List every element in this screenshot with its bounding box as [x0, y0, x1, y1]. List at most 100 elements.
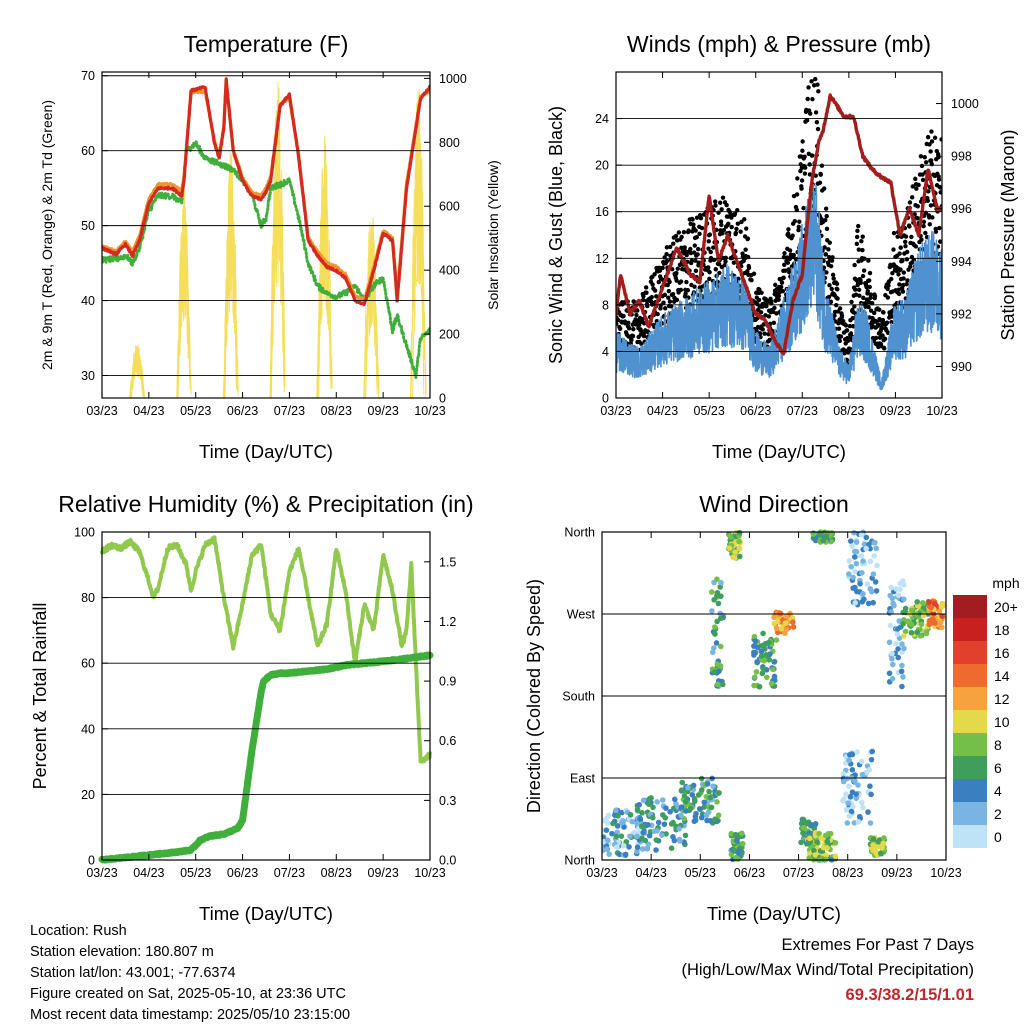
wind-ytick-label: 16 [595, 205, 609, 219]
gust-point [740, 251, 745, 256]
gust-point [695, 246, 701, 252]
dir-xtick-label: 06/23 [734, 866, 765, 880]
direction-point [629, 818, 636, 825]
gust-point [929, 139, 935, 144]
dir-plot-area [602, 529, 946, 863]
direction-point [626, 844, 632, 850]
gust-point [691, 222, 696, 227]
gust-point [745, 236, 751, 241]
gust-point [824, 226, 830, 231]
direction-point [604, 820, 611, 826]
direction-point [640, 797, 647, 804]
gust-point [882, 346, 887, 351]
gust-point [736, 276, 741, 282]
gust-point [780, 288, 786, 294]
direction-point [754, 659, 760, 665]
direction-point [782, 620, 789, 626]
gust-point [675, 266, 680, 271]
gust-point [900, 289, 906, 294]
gust-point [678, 287, 684, 293]
gust-point [905, 278, 910, 283]
gust-point [916, 182, 921, 188]
temp-ytick-right-label: 400 [439, 264, 460, 278]
gust-point [695, 252, 700, 257]
direction-point [917, 633, 924, 639]
direction-point [773, 625, 780, 631]
direction-point [895, 592, 902, 599]
gust-point [694, 235, 699, 240]
direction-point [919, 600, 926, 606]
direction-point [645, 841, 652, 847]
direction-point [620, 818, 626, 824]
gust-point [716, 262, 722, 267]
gust-point [929, 129, 934, 134]
colorbar-swatch [953, 825, 987, 848]
direction-point [879, 845, 885, 851]
direction-point [901, 645, 907, 652]
gust-point [676, 230, 682, 235]
colorbar-title: mph [992, 575, 1019, 591]
direction-point [858, 531, 865, 538]
gust-point [903, 239, 908, 245]
wind-ytick-right-label: 998 [951, 150, 972, 164]
rh-line [100, 535, 432, 764]
colorbar-label: 0 [994, 829, 1002, 845]
direction-point [646, 795, 653, 802]
direction-point [643, 845, 650, 852]
direction-point [689, 791, 696, 798]
wind-xtick-label: 09/23 [880, 404, 911, 418]
gust-point [796, 224, 801, 230]
gust-point [718, 219, 724, 224]
gust-point [662, 306, 668, 311]
direction-point [728, 830, 735, 837]
gust-point [707, 269, 712, 275]
direction-point [848, 538, 854, 544]
gust-point [930, 215, 935, 220]
gust-point [629, 337, 634, 343]
gust-point [787, 256, 793, 262]
direction-point [864, 581, 871, 587]
gust-point [913, 176, 918, 182]
gust-point [799, 186, 804, 191]
gust-point [817, 180, 823, 185]
gust-point [868, 308, 874, 313]
gust-point [872, 294, 878, 299]
gust-point [926, 189, 931, 194]
direction-point [857, 580, 863, 587]
direction-point [783, 627, 790, 633]
direction-point [751, 674, 758, 680]
direction-point [849, 767, 856, 773]
gust-point [800, 148, 805, 153]
direction-point [798, 839, 804, 846]
direction-point [846, 571, 852, 577]
direction-point [756, 683, 763, 690]
direction-point [858, 758, 865, 765]
gust-point [796, 227, 801, 233]
gust-point [643, 285, 649, 290]
gust-point [673, 233, 679, 239]
rh-ytick-label: 80 [81, 591, 95, 605]
rh-ytick-right-label: 0.3 [439, 794, 456, 808]
direction-point [698, 775, 705, 782]
gust-point [901, 270, 907, 275]
direction-point [620, 842, 627, 849]
wind-ytick-label: 4 [602, 345, 609, 359]
direction-point [855, 818, 862, 825]
direction-point [865, 600, 872, 607]
direction-point [640, 829, 646, 836]
gust-point [821, 186, 827, 191]
gust-point [854, 241, 860, 247]
gust-point [731, 260, 737, 265]
gust-point [771, 320, 777, 325]
direction-point [823, 852, 829, 859]
direction-point [677, 838, 683, 844]
direction-point [928, 604, 934, 611]
direction-point [859, 799, 865, 806]
gust-point [858, 280, 863, 286]
direction-point [844, 820, 851, 826]
direction-point [896, 635, 903, 641]
direction-point [824, 838, 831, 845]
solar-spike [130, 348, 144, 398]
direction-point [850, 574, 856, 581]
rh-xtick-label: 06/23 [227, 866, 258, 880]
